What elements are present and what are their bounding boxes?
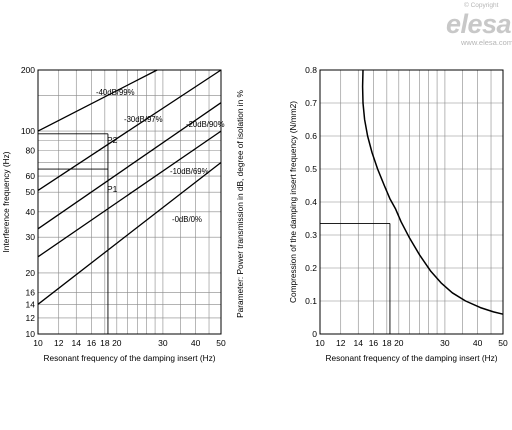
x-tick-label-40: 40 — [473, 338, 483, 348]
y-tick-label-0-1: 0.1 — [305, 296, 317, 306]
y-axis-label: Interference frequency (Hz) — [1, 151, 11, 252]
x-tick-label-12: 12 — [336, 338, 346, 348]
series-line-0db-0 — [37, 161, 222, 305]
x-tick-label-10: 10 — [315, 338, 325, 348]
y-tick-label-0-3: 0.3 — [305, 230, 317, 240]
y-tick-label-10: 10 — [26, 329, 36, 339]
y-tick-label-60: 60 — [26, 171, 36, 181]
x-tick-label-12: 12 — [54, 338, 64, 348]
x-tick-label-18: 18 — [382, 338, 392, 348]
y-tick-label-0-2: 0.2 — [305, 263, 317, 273]
copyright-watermark: © Copyright — [464, 2, 499, 9]
elesa-logo: elesa — [446, 9, 512, 39]
point-label-p2: P2 — [107, 135, 118, 145]
y-tick-label-30: 30 — [26, 232, 36, 242]
series-line-40db-99 — [37, 69, 158, 132]
y-tick-label-200: 200 — [21, 65, 35, 75]
y-tick-label-12: 12 — [26, 313, 36, 323]
series-line-30db-97 — [37, 69, 222, 191]
x-tick-label-30: 30 — [440, 338, 450, 348]
parameter-axis-label: Parameter: Power transmission in dB, deg… — [235, 89, 245, 317]
x-axis-label: Resonant frequency of the damping insert… — [325, 353, 497, 363]
x-tick-label-14: 14 — [72, 338, 82, 348]
x-tick-label-50: 50 — [498, 338, 508, 348]
series-label-20db-90: -20dB/90% — [186, 120, 225, 129]
x-tick-label-30: 30 — [158, 338, 168, 348]
x-tick-label-20: 20 — [394, 338, 404, 348]
x-tick-label-50: 50 — [216, 338, 226, 348]
compression-chart: 10 12 14 16 18 20 30 40 50 0 0.1 0.2 0.3 0.4 0.5 0.6 0.7… — [288, 65, 508, 363]
y-tick-label-20: 20 — [26, 268, 36, 278]
y-tick-label-0-8: 0.8 — [305, 65, 317, 75]
y-tick-label-0: 0 — [312, 329, 317, 339]
x-tick-label-10: 10 — [33, 338, 43, 348]
x-tick-label-14: 14 — [354, 338, 364, 348]
x-tick-label-16: 16 — [369, 338, 379, 348]
x-tick-label-40: 40 — [191, 338, 201, 348]
x-axis-label: Resonant frequency of the damping insert… — [43, 353, 215, 363]
plot-frame — [319, 69, 504, 335]
x-tick-label-20: 20 — [112, 338, 122, 348]
y-axis-label: Compression of the damping insert freque… — [288, 101, 298, 303]
y-tick-label-80: 80 — [26, 146, 36, 156]
series-label-30db-97: -30dB/97% — [124, 115, 163, 124]
y-tick-label-14: 14 — [26, 299, 36, 309]
website-url: www.elesa.com — [461, 38, 512, 47]
y-tick-label-50: 50 — [26, 187, 36, 197]
series-label-40db-99: -40dB/99% — [96, 88, 135, 97]
y-tick-label-0-4: 0.4 — [305, 197, 317, 207]
series-line-compression-curve — [361, 69, 504, 315]
y-tick-label-0-5: 0.5 — [305, 164, 317, 174]
series-label-0db-0: -0dB/0% — [172, 215, 202, 224]
series-line-10db-69 — [37, 130, 222, 258]
x-tick-label-18: 18 — [100, 338, 110, 348]
interference-frequency-chart: 10 12 14 16 18 20 30 40 501012141620304050608010… — [1, 65, 245, 363]
series-label-10db-69: -10dB/69% — [170, 167, 209, 176]
y-tick-label-0-7: 0.7 — [305, 98, 317, 108]
y-tick-label-0-6: 0.6 — [305, 131, 317, 141]
series-line-20db-90 — [37, 102, 222, 230]
x-tick-label-16: 16 — [87, 338, 97, 348]
point-label-p1: P1 — [107, 184, 118, 194]
y-tick-label-16: 16 — [26, 288, 36, 298]
y-tick-label-100: 100 — [21, 126, 35, 136]
plot-frame — [37, 69, 222, 335]
y-tick-label-40: 40 — [26, 207, 36, 217]
